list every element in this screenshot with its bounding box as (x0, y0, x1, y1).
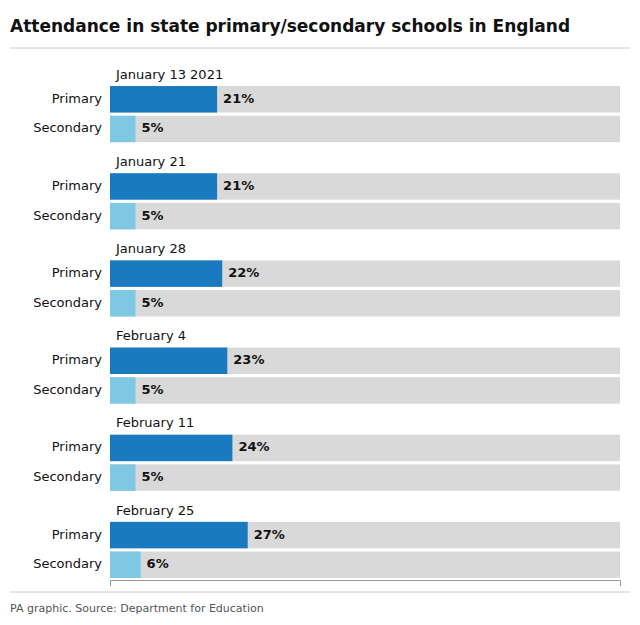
data-label: 21% (223, 91, 254, 106)
title: Attendance in state primary/secondary sc… (10, 16, 570, 36)
group-label: January 28 (115, 241, 186, 256)
bar (110, 522, 248, 548)
bar-track (110, 173, 620, 199)
row-label: Primary (52, 439, 103, 454)
bar-track (110, 260, 620, 286)
bar-track (110, 203, 620, 229)
row-label: Secondary (33, 295, 102, 310)
data-label: 5% (142, 382, 164, 397)
x-axis (111, 581, 621, 587)
data-label: 5% (142, 295, 164, 310)
source: PA graphic. Source: Department for Educa… (10, 602, 264, 615)
bar (110, 290, 136, 316)
bar-track (110, 522, 620, 548)
group-label: February 4 (116, 328, 186, 343)
bar-track (110, 464, 620, 490)
bar (110, 552, 141, 578)
bar (110, 203, 136, 229)
chart: Attendance in state primary/secondary sc… (0, 0, 640, 625)
row-label: Secondary (33, 382, 102, 397)
data-label: 5% (142, 120, 164, 135)
bar-track (110, 290, 620, 316)
bar (110, 86, 217, 112)
bar-track (110, 435, 620, 461)
row-label: Secondary (33, 469, 102, 484)
row-label: Secondary (33, 556, 102, 571)
group-label: January 21 (115, 154, 186, 169)
plot-area (110, 86, 620, 578)
bar (110, 116, 136, 142)
group-label: January 13 2021 (115, 67, 223, 82)
group-label: February 25 (116, 503, 194, 518)
row-label: Primary (52, 178, 103, 193)
bar-track (110, 86, 620, 112)
data-label: 5% (142, 469, 164, 484)
data-label: 27% (254, 527, 285, 542)
data-label: 22% (228, 265, 259, 280)
row-label: Primary (52, 265, 103, 280)
data-label: 5% (142, 208, 164, 223)
group-label: February 11 (116, 415, 194, 430)
axis-line (111, 581, 621, 587)
data-label: 21% (223, 178, 254, 193)
bar (110, 260, 222, 286)
divider (10, 592, 630, 593)
row-label: Primary (52, 527, 103, 542)
bar (110, 348, 227, 374)
row-label: Primary (52, 91, 103, 106)
data-label: 23% (233, 352, 264, 367)
bar-track (110, 552, 620, 578)
bar (110, 173, 217, 199)
row-label: Secondary (33, 208, 102, 223)
bar-track (110, 377, 620, 403)
row-label: Primary (52, 352, 103, 367)
bar-track (110, 348, 620, 374)
bar (110, 377, 136, 403)
bar (110, 464, 136, 490)
data-label: 6% (147, 556, 169, 571)
labels: January 13 2021 Primary 21% Secondary 5% Janu… (33, 67, 285, 572)
data-label: 24% (238, 439, 269, 454)
divider (10, 48, 630, 49)
bar-track (110, 116, 620, 142)
row-label: Secondary (33, 120, 102, 135)
bar (110, 435, 232, 461)
